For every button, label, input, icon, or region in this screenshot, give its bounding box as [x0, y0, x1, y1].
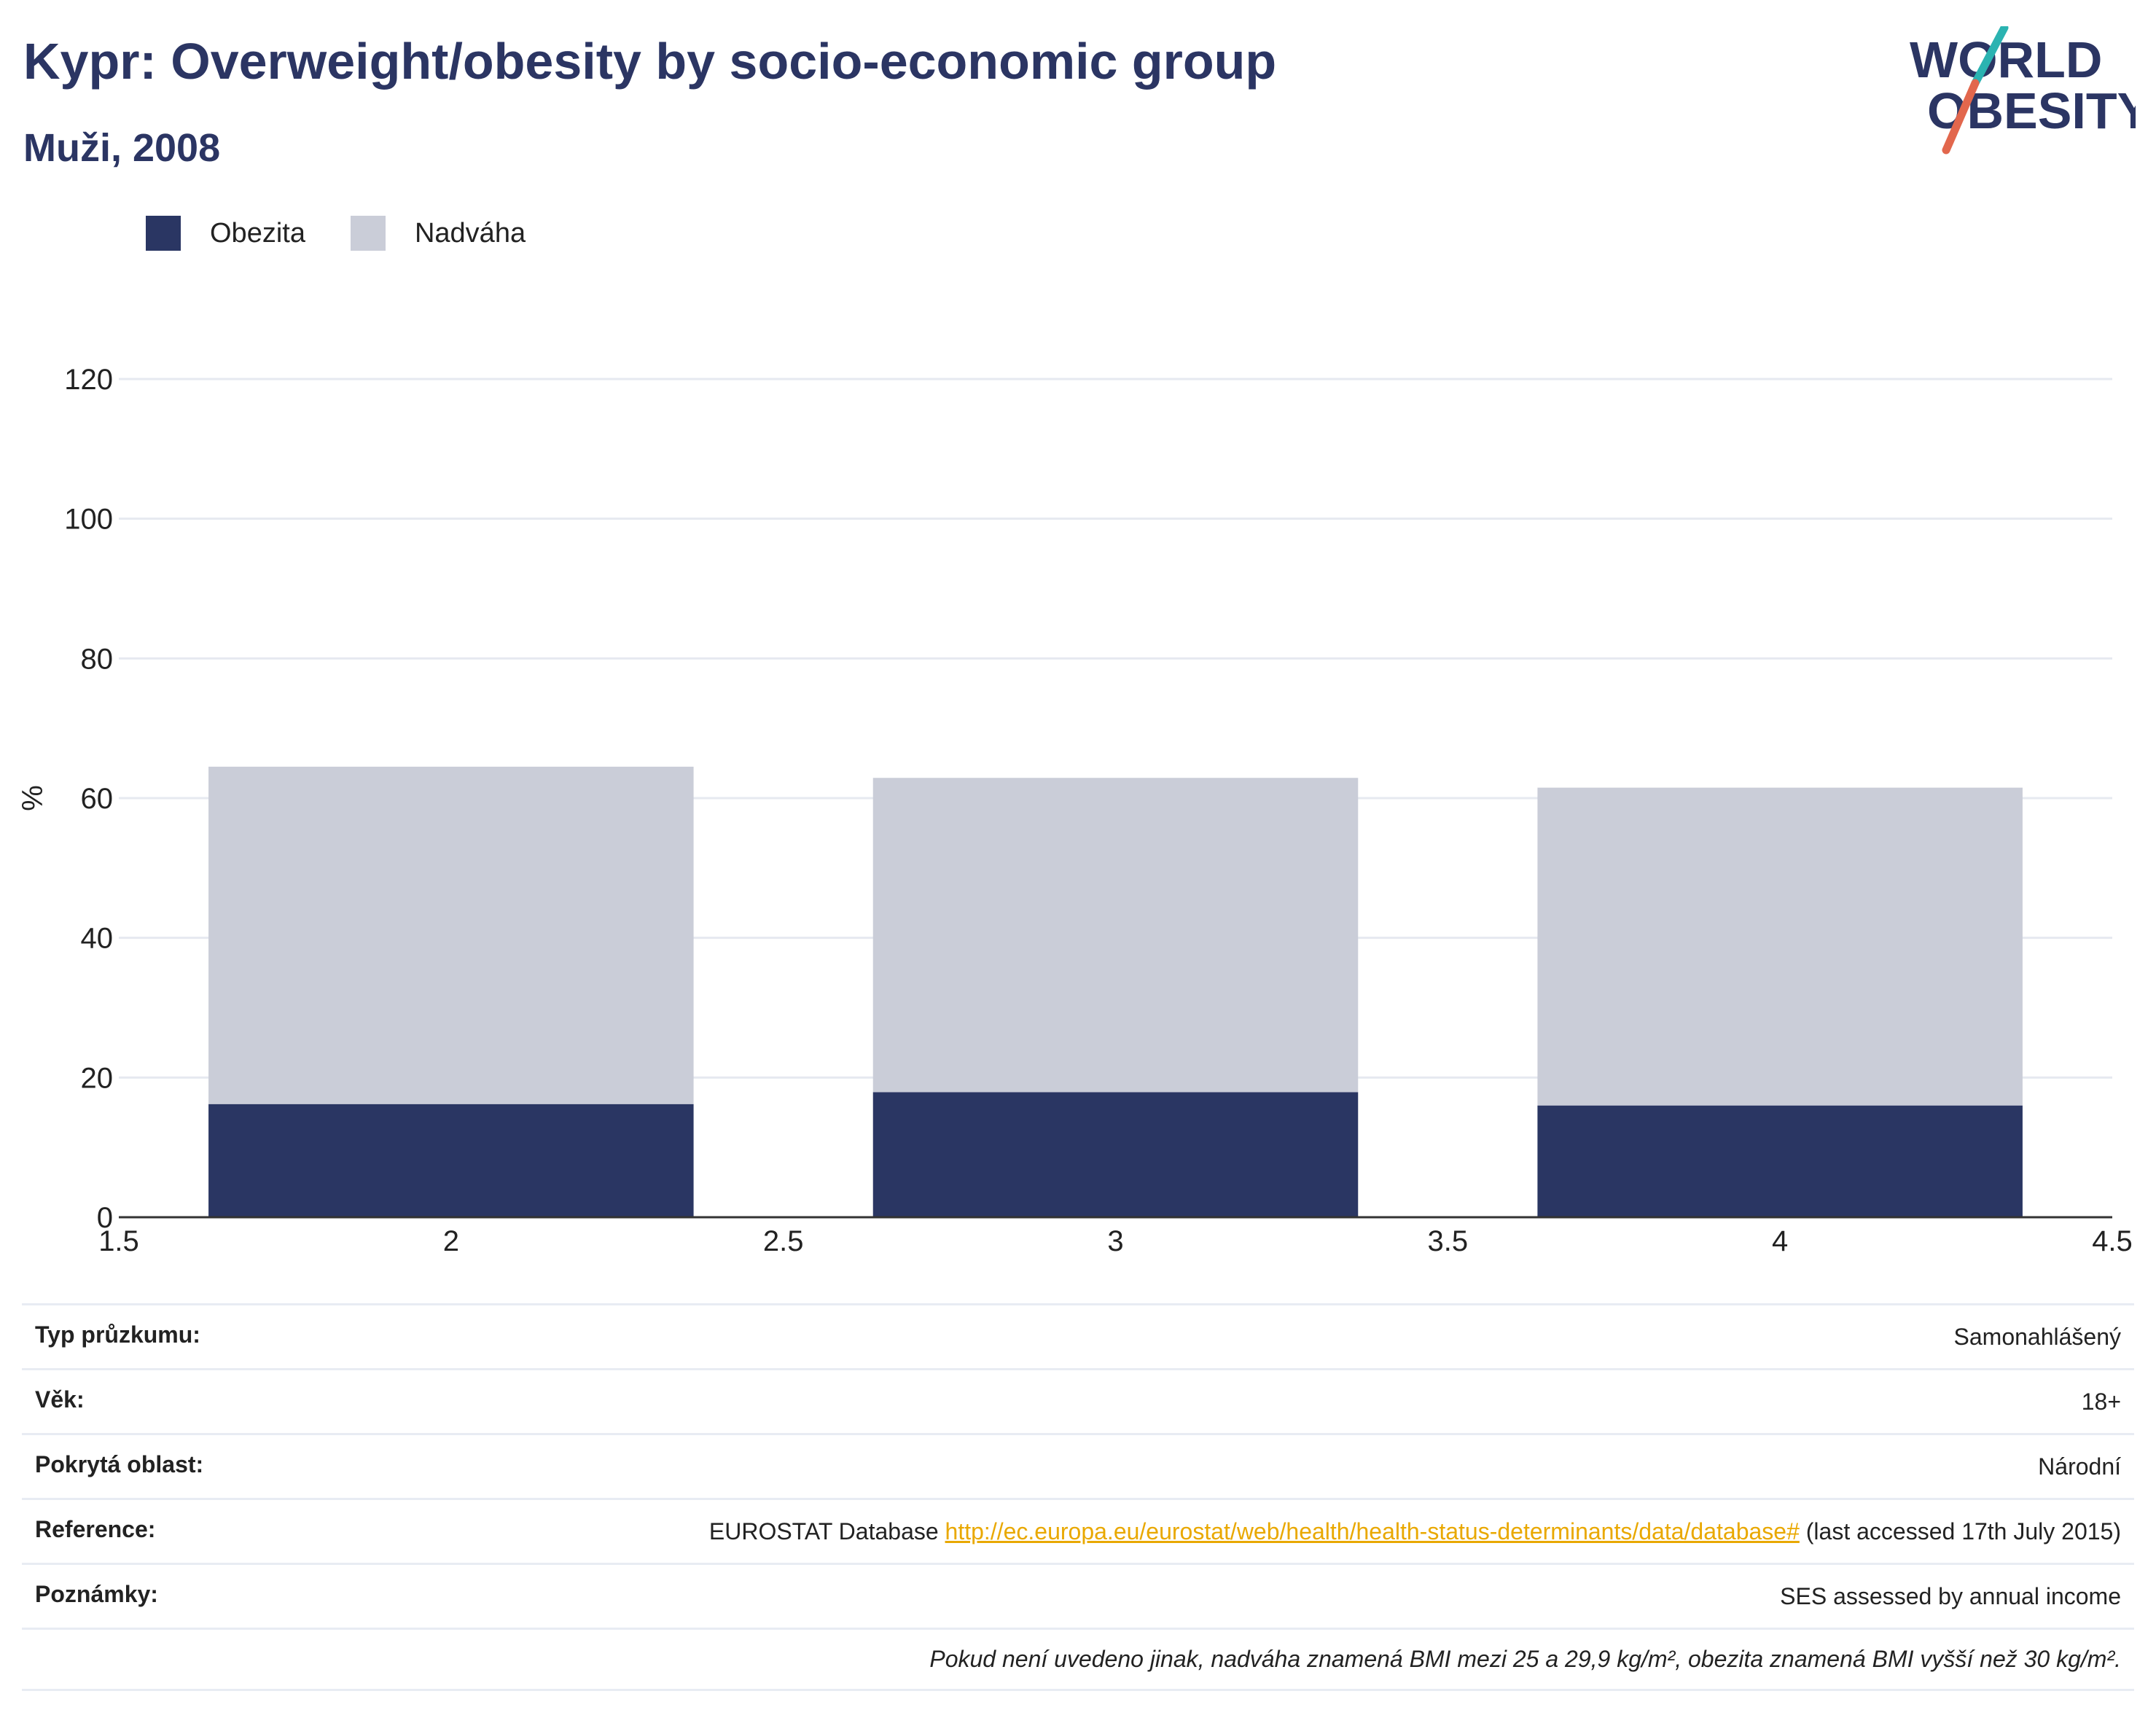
legend-label-obezita: Obezita: [210, 217, 305, 249]
reference-suffix: (last accessed 17th July 2015): [1799, 1518, 2121, 1544]
reference-prefix: EUROSTAT Database: [708, 1518, 945, 1544]
y-tick-label: 60: [81, 783, 114, 815]
x-tick-label: 1.5: [98, 1225, 139, 1257]
info-table: Typ průzkumu: Samonahlášený Věk: 18+ Pok…: [22, 1303, 2134, 1691]
bar-nadv-ha-4: [1537, 787, 2023, 1106]
x-tick-label: 3.5: [1428, 1225, 1469, 1257]
info-row-reference: Reference: EUROSTAT Database http://ec.e…: [22, 1498, 2134, 1564]
x-tick-label: 3: [1107, 1225, 1123, 1257]
y-axis-label: %: [17, 785, 49, 811]
y-tick-label: 0: [97, 1202, 113, 1234]
info-row-age: Věk: 18+: [22, 1368, 2134, 1434]
world-obesity-logo: WORLD OBESITY: [1910, 26, 2136, 155]
survey-type-label: Typ průzkumu:: [22, 1303, 354, 1370]
age-label: Věk:: [22, 1368, 354, 1434]
legend-label-nadvaha: Nadváha: [414, 217, 526, 249]
logo-word-1: WORLD: [1910, 31, 2102, 88]
legend-item-nadvaha[interactable]: Nadváha: [350, 216, 526, 251]
chart-legend: Obezita Nadváha: [146, 216, 571, 251]
bar-nadv-ha-3: [872, 778, 1359, 1093]
survey-type-value: Samonahlášený: [354, 1303, 2134, 1370]
logo-slash-red: [1942, 79, 1980, 155]
x-tick-label: 4.5: [2092, 1225, 2133, 1257]
age-value: 18+: [354, 1368, 2134, 1434]
x-tick-labels: 1.5 2 2.5 3 3.5 4 4.5: [98, 1225, 2133, 1257]
x-tick-label: 2: [443, 1225, 459, 1257]
logo-slash-teal: [1971, 26, 2009, 87]
legend-swatch-nadvaha: [350, 216, 386, 251]
reference-label: Reference:: [22, 1498, 354, 1564]
bars: [208, 766, 2023, 1217]
bar-obezita-2: [208, 1104, 694, 1217]
y-tick-labels: 0 20 40 60 80 100 120: [64, 364, 113, 1234]
y-tick-label: 40: [81, 923, 114, 955]
reference-value: EUROSTAT Database http://ec.europa.eu/eu…: [354, 1498, 2134, 1564]
info-row-survey-type: Typ průzkumu: Samonahlášený: [22, 1303, 2134, 1370]
y-tick-label: 100: [64, 504, 113, 536]
chart-title: Kypr: Overweight/obesity by socio-econom…: [23, 33, 1277, 90]
bar-obezita-3: [872, 1092, 1359, 1217]
legend-swatch-obezita: [146, 216, 181, 251]
y-tick-label: 120: [64, 364, 113, 396]
chart-subtitle: Muži, 2008: [23, 126, 221, 170]
footnote: Pokud není uvedeno jinak, nadváha znamen…: [22, 1628, 2134, 1691]
notes-value: SES assessed by annual income: [354, 1563, 2134, 1629]
y-tick-label: 80: [81, 643, 114, 675]
area-label: Pokrytá oblast:: [22, 1433, 354, 1499]
x-tick-label: 2.5: [763, 1225, 804, 1257]
x-tick-label: 4: [1772, 1225, 1788, 1257]
info-row-area: Pokrytá oblast: Národní: [22, 1433, 2134, 1499]
bar-nadv-ha-2: [208, 766, 694, 1104]
notes-label: Poznámky:: [22, 1563, 354, 1629]
info-row-footnote: Pokud není uvedeno jinak, nadváha znamen…: [22, 1628, 2134, 1691]
y-tick-label: 20: [81, 1062, 114, 1094]
bar-chart: 0 20 40 60 80 100 120 1.5 2 2.5 3 3.5 4 4.5 %: [17, 364, 2133, 1257]
legend-item-obezita[interactable]: Obezita: [146, 216, 305, 251]
area-value: Národní: [354, 1433, 2134, 1499]
reference-link[interactable]: http://ec.europa.eu/eurostat/web/health/…: [945, 1518, 1800, 1544]
bar-obezita-4: [1537, 1105, 2023, 1217]
info-row-notes: Poznámky: SES assessed by annual income: [22, 1563, 2134, 1629]
